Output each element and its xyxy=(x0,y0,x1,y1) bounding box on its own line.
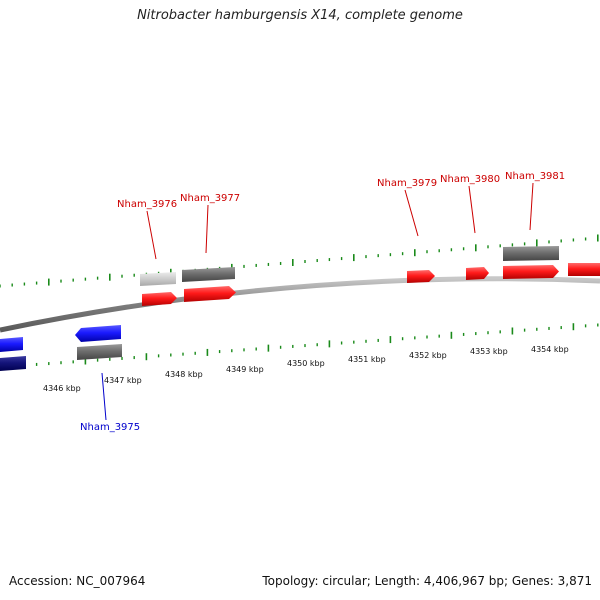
gene-feature-forward[interactable] xyxy=(407,270,435,283)
leader-line xyxy=(101,372,107,421)
label-leader-lines xyxy=(101,182,534,421)
kbp-label: 4351 kbp xyxy=(348,355,386,364)
kbp-label: 4354 kbp xyxy=(531,345,569,354)
leader-line xyxy=(205,204,209,254)
gene-feature-forward[interactable] xyxy=(568,263,600,276)
gene-label-forward[interactable]: Nham_3977 xyxy=(180,193,240,204)
gene-feature-reverse[interactable] xyxy=(0,356,26,371)
leader-line xyxy=(529,182,534,231)
leader-line xyxy=(404,189,419,237)
kbp-label: 4347 kbp xyxy=(104,376,142,385)
kbp-label: 4348 kbp xyxy=(165,370,203,379)
kbp-label: 4352 kbp xyxy=(409,351,447,360)
gene-label-reverse[interactable]: Nham_3975 xyxy=(80,422,140,433)
genome-backbone xyxy=(0,276,600,333)
gene-label-forward[interactable]: Nham_3981 xyxy=(505,171,565,182)
outer-tick-track xyxy=(0,234,599,288)
gene-feature-forward[interactable] xyxy=(466,267,489,280)
inner-tick-track xyxy=(0,323,599,369)
leader-line xyxy=(468,185,476,234)
accession-text: Accession: NC_007964 xyxy=(9,574,146,588)
map-title: Nitrobacter hamburgensis X14, complete g… xyxy=(137,8,463,23)
gene-feature-gray[interactable] xyxy=(77,344,122,360)
gene-features xyxy=(0,246,600,371)
gene-feature-gray[interactable] xyxy=(503,246,559,261)
kbp-label: 4350 kbp xyxy=(287,359,325,368)
kbp-axis-labels: 4346 kbp 4347 kbp 4348 kbp 4349 kbp 4350… xyxy=(43,345,569,393)
kbp-label: 4346 kbp xyxy=(43,384,81,393)
gene-label-forward[interactable]: Nham_3979 xyxy=(377,178,437,189)
gene-feature-forward[interactable] xyxy=(503,265,559,279)
kbp-label: 4349 kbp xyxy=(226,365,264,374)
gene-label-forward[interactable]: Nham_3976 xyxy=(117,199,177,210)
gene-feature-gray[interactable] xyxy=(140,272,176,286)
gene-labels: Nham_3975 Nham_3976 Nham_3977 Nham_3979 … xyxy=(80,171,565,433)
gene-feature-reverse[interactable] xyxy=(75,325,121,342)
kbp-label: 4353 kbp xyxy=(470,347,508,356)
gene-feature-forward[interactable] xyxy=(184,286,236,302)
leader-line xyxy=(146,210,157,260)
gene-feature-gray[interactable] xyxy=(182,267,235,282)
summary-text: Topology: circular; Length: 4,406,967 bp… xyxy=(262,574,592,588)
gene-label-forward[interactable]: Nham_3980 xyxy=(440,174,500,185)
gene-feature-reverse[interactable] xyxy=(0,337,23,352)
gene-feature-forward[interactable] xyxy=(142,292,177,306)
